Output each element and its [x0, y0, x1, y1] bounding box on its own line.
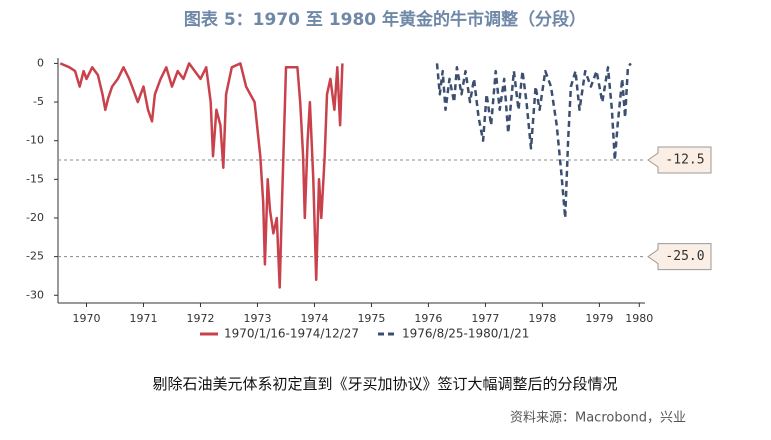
x-tick-label: 1978 — [528, 312, 556, 325]
y-tick-label: -25 — [26, 250, 44, 263]
y-tick-label: -15 — [26, 172, 44, 185]
y-tick-label: -30 — [26, 288, 44, 301]
source: 资料来源：Macrobond，兴业 — [510, 411, 686, 426]
x-tick-label: 1979 — [585, 312, 613, 325]
series-line — [59, 62, 344, 289]
callout-box — [647, 146, 712, 174]
y-tick-label: -20 — [26, 211, 44, 224]
x-tick-label: 1974 — [300, 312, 328, 325]
y-tick-label: -10 — [26, 134, 44, 147]
callout-label: -12.5 — [665, 153, 704, 168]
series-line — [435, 62, 632, 220]
callout-label: -25.0 — [665, 249, 704, 264]
x-tick-label: 1970 — [72, 312, 100, 325]
legend-label: 1976/8/25-1980/1/21 — [402, 327, 529, 341]
x-tick-label: 1977 — [471, 312, 499, 325]
x-tick-label: 1975 — [357, 312, 385, 325]
x-tick-label: 1976 — [414, 312, 442, 325]
chart-title: 图表 5：1970 至 1980 年黄金的牛市调整（分段） — [184, 9, 586, 30]
subtitle: 剔除石油美元体系初定直到《牙买加协议》签订大幅调整后的分段情况 — [152, 375, 617, 393]
x-tick-label: 1971 — [129, 312, 157, 325]
x-tick-label: 1980 — [625, 312, 653, 325]
x-tick-label: 1972 — [186, 312, 214, 325]
x-tick-label: 1973 — [243, 312, 271, 325]
legend-label: 1970/1/16-1974/12/27 — [224, 327, 359, 341]
callout-box — [647, 243, 712, 271]
y-tick-label: 0 — [37, 56, 44, 69]
y-tick-label: -5 — [33, 95, 44, 108]
